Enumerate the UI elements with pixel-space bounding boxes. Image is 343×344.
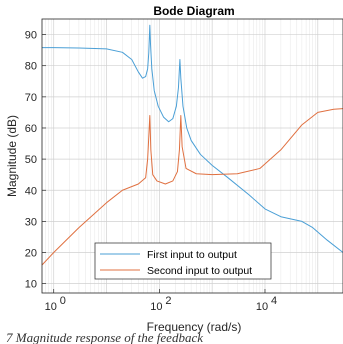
x-tick-exponent: 2 [165,295,171,307]
y-tick-labels: 10 20 30 40 50 60 70 80 90 [25,30,46,291]
y-axis-title: Magnitude (dB) [5,115,19,197]
y-tick-label: 70 [25,92,37,104]
major-grid [42,19,343,293]
y-tick-label: 10 [25,279,37,291]
series-line-second-input [41,108,343,266]
y-tick-label: 40 [25,185,37,197]
plot-frame [41,18,343,294]
x-tick-label: 10 [256,301,268,313]
series-layer [41,24,343,266]
legend-label-second-input: Second input to output [147,265,252,277]
y-tick-label: 60 [25,123,37,135]
x-tick-label: 10 [150,301,162,313]
legend-box [94,242,272,280]
y-tick-label: 90 [25,30,37,42]
legend: First input to output Second input to ou… [94,242,272,280]
y-tick-label: 20 [25,248,37,260]
y-tick-label: 50 [25,154,37,166]
legend-label-first-input: First input to output [147,249,237,261]
chart-title: Bode Diagram [153,4,234,18]
series-line-first-input [42,24,343,253]
x-tick-exponent: 4 [271,295,277,307]
y-tick-label: 80 [25,61,37,73]
x-axis-title: Frequency (rad/s) [147,320,242,334]
x-tick-labels: 10 0 10 2 10 4 [45,289,277,313]
x-tick-label: 10 [45,301,57,313]
figure-caption: 7 Magnitude response of the feedback [6,330,203,344]
y-tick-label: 30 [25,216,37,228]
x-tick-exponent: 0 [60,295,66,307]
